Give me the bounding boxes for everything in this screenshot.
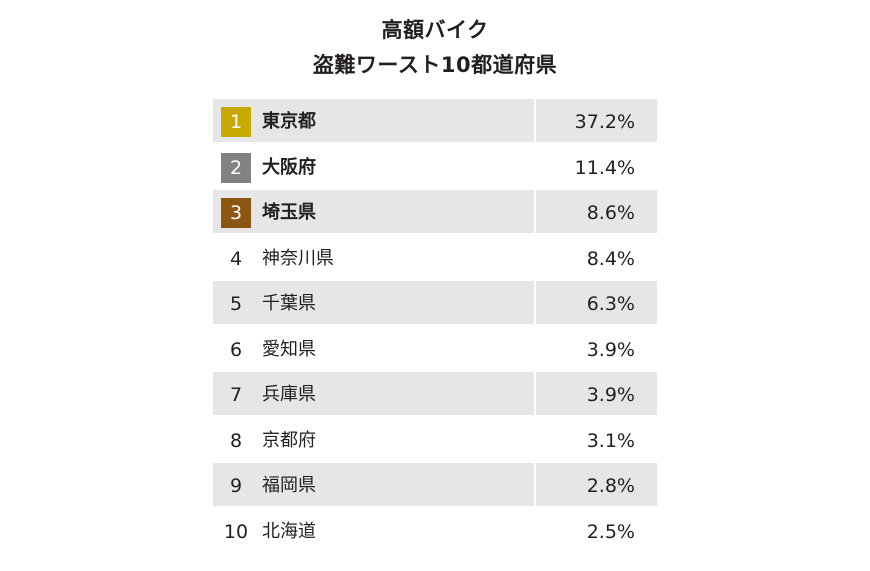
prefecture-name: 福岡県 bbox=[262, 475, 316, 496]
prefecture-name: 愛知県 bbox=[262, 338, 316, 360]
table-row: 10 北海道 2.5% bbox=[213, 509, 657, 555]
chart-title-line1: 高額バイク bbox=[381, 18, 489, 42]
rank-number: 7 bbox=[229, 384, 243, 406]
percentage-value: 2.8% bbox=[586, 475, 635, 497]
value-cell: 37.2% bbox=[536, 99, 657, 142]
prefecture-name: 東京都 bbox=[262, 111, 316, 132]
prefecture-name: 北海道 bbox=[262, 520, 316, 542]
prefecture-name: 京都府 bbox=[262, 429, 316, 451]
rank-badge-silver: 2 bbox=[221, 152, 251, 183]
percentage-value: 11.4% bbox=[574, 156, 635, 179]
table-row: 4 神奈川県 8.4% bbox=[213, 236, 657, 282]
percentage-value: 2.5% bbox=[586, 520, 635, 543]
table-row: 6 愛知県 3.9% bbox=[213, 327, 657, 373]
rank-number: 9 bbox=[229, 475, 243, 497]
prefecture-cell: 9 福岡県 bbox=[213, 463, 534, 506]
rank-badge-bronze: 3 bbox=[221, 198, 251, 228]
prefecture-name: 神奈川県 bbox=[262, 247, 334, 269]
value-cell: 2.8% bbox=[536, 463, 657, 506]
rank-number: 6 bbox=[229, 338, 243, 361]
prefecture-cell: 1 東京都 bbox=[213, 99, 534, 142]
value-cell: 6.3% bbox=[536, 281, 657, 324]
value-cell: 3.9% bbox=[536, 327, 657, 370]
rank-number: 4 bbox=[229, 247, 243, 270]
chart-title-line2: 盗難ワースト10都道府県 bbox=[312, 53, 558, 77]
rank-badge-gold: 1 bbox=[221, 107, 251, 137]
table-row: 7 兵庫県 3.9% bbox=[213, 372, 657, 418]
prefecture-name: 兵庫県 bbox=[262, 384, 316, 405]
percentage-value: 8.4% bbox=[586, 247, 635, 270]
prefecture-cell: 7 兵庫県 bbox=[213, 372, 534, 415]
percentage-value: 3.9% bbox=[586, 384, 635, 406]
table-row: 9 福岡県 2.8% bbox=[213, 463, 657, 509]
prefecture-cell: 10 北海道 bbox=[213, 509, 534, 552]
prefecture-cell: 3 埼玉県 bbox=[213, 190, 534, 233]
prefecture-name: 大阪府 bbox=[262, 156, 316, 178]
prefecture-name: 埼玉県 bbox=[262, 202, 316, 223]
table-row: 1 東京都 37.2% bbox=[213, 99, 657, 145]
prefecture-name: 千葉県 bbox=[262, 293, 316, 314]
value-cell: 8.4% bbox=[536, 236, 657, 279]
prefecture-cell: 5 千葉県 bbox=[213, 281, 534, 324]
percentage-value: 3.9% bbox=[586, 338, 635, 361]
value-cell: 2.5% bbox=[536, 509, 657, 552]
value-cell: 11.4% bbox=[536, 145, 657, 188]
table-row: 2 大阪府 11.4% bbox=[213, 145, 657, 191]
percentage-value: 3.1% bbox=[586, 429, 635, 452]
table-row: 8 京都府 3.1% bbox=[213, 418, 657, 464]
rank-number: 8 bbox=[229, 429, 243, 452]
rank-number: 5 bbox=[229, 293, 243, 315]
value-cell: 3.9% bbox=[536, 372, 657, 415]
value-cell: 3.1% bbox=[536, 418, 657, 461]
prefecture-cell: 2 大阪府 bbox=[213, 145, 534, 188]
value-cell: 8.6% bbox=[536, 190, 657, 233]
percentage-value: 8.6% bbox=[586, 202, 635, 224]
percentage-value: 37.2% bbox=[574, 111, 635, 133]
prefecture-cell: 6 愛知県 bbox=[213, 327, 534, 370]
ranking-table: 1 東京都 37.2% 2 大阪府 11.4% 3 埼玉県 8.6% 4 神奈川… bbox=[213, 99, 657, 554]
prefecture-cell: 8 京都府 bbox=[213, 418, 534, 461]
percentage-value: 6.3% bbox=[586, 293, 635, 315]
table-row: 3 埼玉県 8.6% bbox=[213, 190, 657, 236]
rank-number: 10 bbox=[223, 520, 249, 543]
table-row: 5 千葉県 6.3% bbox=[213, 281, 657, 327]
prefecture-cell: 4 神奈川県 bbox=[213, 236, 534, 279]
